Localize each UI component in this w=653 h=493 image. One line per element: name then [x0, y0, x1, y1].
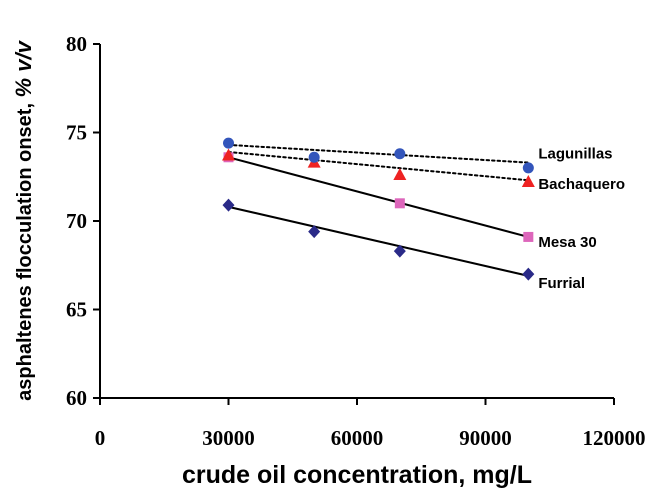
tick-labels: 60 65 70 75 80 0 30000 60000 90000 120000 — [66, 32, 646, 450]
x-tick-label: 0 — [95, 426, 106, 450]
y-axis-title-unit: % v/v — [11, 39, 36, 97]
tick-marks — [93, 43, 615, 405]
lagunillas-label: Lagunillas — [538, 146, 612, 163]
lagunillas-point — [522, 162, 534, 174]
lagunillas-point — [223, 137, 234, 149]
x-tick-label: 90000 — [459, 426, 512, 450]
lagunillas-point — [394, 148, 406, 160]
y-tick-label: 70 — [66, 209, 87, 233]
bachaquero-label: Bachaquero — [538, 176, 625, 193]
mesa-30-point — [394, 198, 405, 209]
lagunillas-fit-line — [227, 143, 530, 164]
mesa-30-point — [523, 231, 534, 242]
y-tick-label: 65 — [66, 298, 87, 322]
bachaquero-fit-line — [227, 150, 530, 182]
fit-lines — [227, 143, 530, 277]
y-axis-title: asphaltenes flocculation onset, % v/v — [11, 39, 36, 400]
y-tick-label: 75 — [66, 121, 87, 145]
furrial-point — [222, 198, 235, 212]
lagunillas-point — [308, 151, 320, 163]
furrial-point — [522, 267, 535, 281]
y-tick-label: 60 — [66, 386, 87, 410]
furrial-label: Furrial — [538, 275, 585, 292]
axes — [99, 44, 614, 399]
data-markers — [222, 137, 535, 281]
furrial-point — [308, 225, 321, 239]
series-labels: Lagunillas Bachaquero Mesa 30 Furrial — [538, 146, 625, 292]
x-tick-label: 60000 — [331, 426, 384, 450]
x-tick-label: 30000 — [202, 426, 255, 450]
bachaquero-point — [393, 167, 407, 180]
furrial-point — [393, 244, 406, 258]
furrial-fit-line — [228, 205, 529, 277]
bachaquero-point — [521, 175, 535, 188]
y-axis-title-main: asphaltenes flocculation onset, — [14, 97, 36, 400]
mesa-30-fit-line — [228, 156, 529, 238]
x-axis-title: crude oil concentration, mg/L — [182, 461, 532, 489]
x-tick-label: 120000 — [583, 426, 646, 450]
y-tick-label: 80 — [66, 32, 87, 56]
bachaquero-point — [222, 148, 235, 161]
mesa-30-label: Mesa 30 — [538, 234, 596, 251]
